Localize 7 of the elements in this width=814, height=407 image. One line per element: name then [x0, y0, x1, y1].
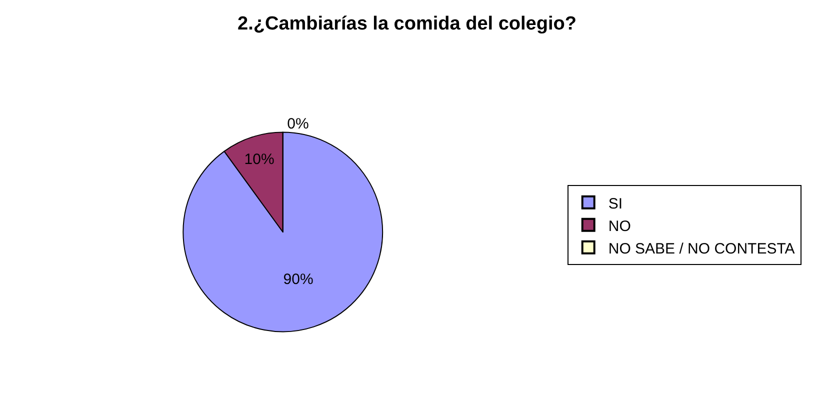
data-label: 90%	[283, 270, 314, 288]
text: 0%	[287, 115, 309, 132]
data-label: 10%	[244, 151, 274, 168]
legend-label: SI	[608, 195, 623, 212]
legend-label: NO SABE / NO CONTESTA	[608, 240, 795, 258]
chart-title: 2.¿Cambiarías la comida del colegio?	[238, 14, 576, 35]
legend-label: NO	[608, 218, 631, 235]
